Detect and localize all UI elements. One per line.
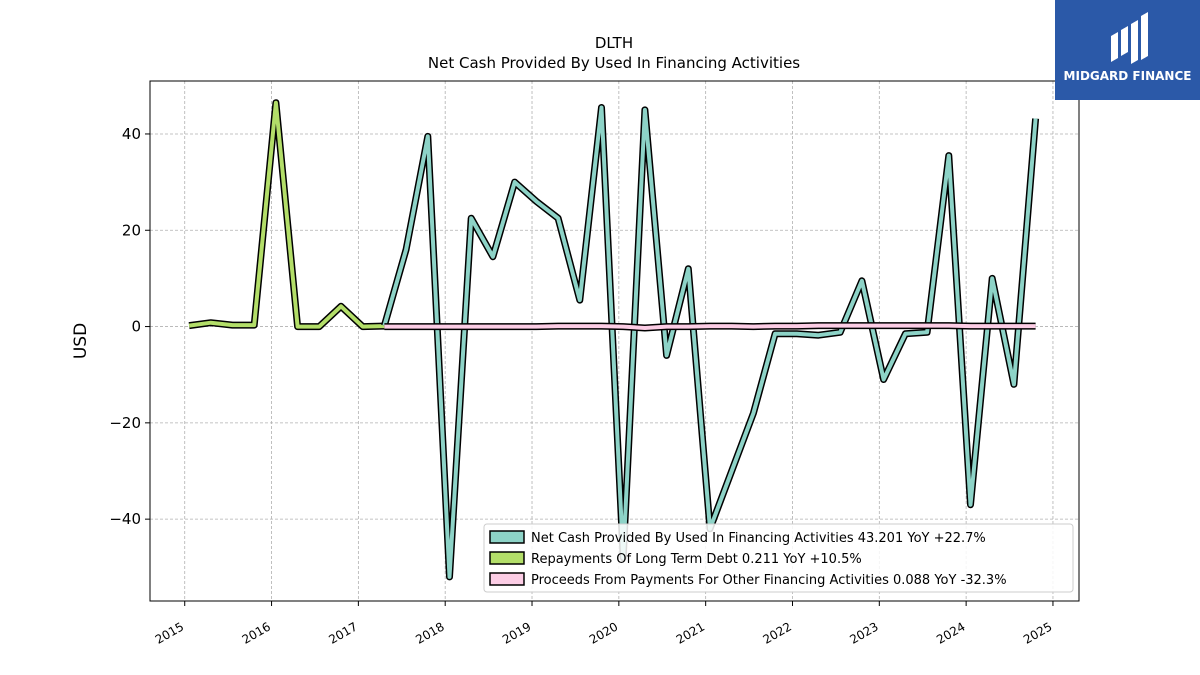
series-line-net-cash <box>382 105 1038 579</box>
x-tick-label: 2025 <box>1021 619 1054 646</box>
y-tick-label: 20 <box>122 221 141 239</box>
y-tick-label: 40 <box>122 125 141 143</box>
legend-swatch-repayments <box>489 551 525 565</box>
legend-box <box>483 523 1074 593</box>
y-axis-ticks: −40 −20 0 20 40 <box>109 125 150 528</box>
x-tick-label: 2023 <box>847 619 880 646</box>
chart-title: DLTH <box>595 34 633 52</box>
y-tick-label: −20 <box>109 414 141 432</box>
x-axis-ticks: 2015 2016 2017 2018 2019 2020 2021 2022 2023 2024… <box>153 601 1054 647</box>
grid <box>150 81 1079 601</box>
x-tick-label: 2018 <box>413 619 446 646</box>
x-tick-label: 2024 <box>934 619 967 646</box>
legend-label-proceeds: Proceeds From Payments For Other Financi… <box>531 573 1007 588</box>
x-tick-label: 2019 <box>500 619 533 646</box>
series-lines <box>188 99 1040 581</box>
series-line-proceeds <box>384 323 1036 330</box>
x-tick-label: 2021 <box>674 619 707 646</box>
x-tick-label: 2020 <box>587 619 620 646</box>
legend: Net Cash Provided By Used In Financing A… <box>483 523 1074 593</box>
y-tick-label: 0 <box>131 318 141 336</box>
y-tick-label: −40 <box>109 510 141 528</box>
logo-text: MIDGARD FINANCE <box>1063 69 1192 83</box>
x-tick-label: 2022 <box>761 619 794 646</box>
x-tick-label: 2015 <box>153 619 186 646</box>
legend-label-net-cash: Net Cash Provided By Used In Financing A… <box>531 531 986 546</box>
legend-swatch-net-cash <box>489 530 525 544</box>
series-line-repayments <box>188 100 385 329</box>
logo-mark-icon <box>1111 12 1148 64</box>
legend-label-repayments: Repayments Of Long Term Debt 0.211 YoY +… <box>531 552 862 567</box>
midgard-finance-logo: MIDGARD FINANCE <box>1055 0 1200 100</box>
legend-swatch-proceeds <box>489 572 525 586</box>
x-tick-label: 2017 <box>326 619 359 646</box>
chart-subtitle: Net Cash Provided By Used In Financing A… <box>428 54 800 72</box>
plot-frame <box>149 80 1080 602</box>
x-tick-label: 2016 <box>240 619 273 646</box>
y-axis-label: USD <box>71 323 91 359</box>
